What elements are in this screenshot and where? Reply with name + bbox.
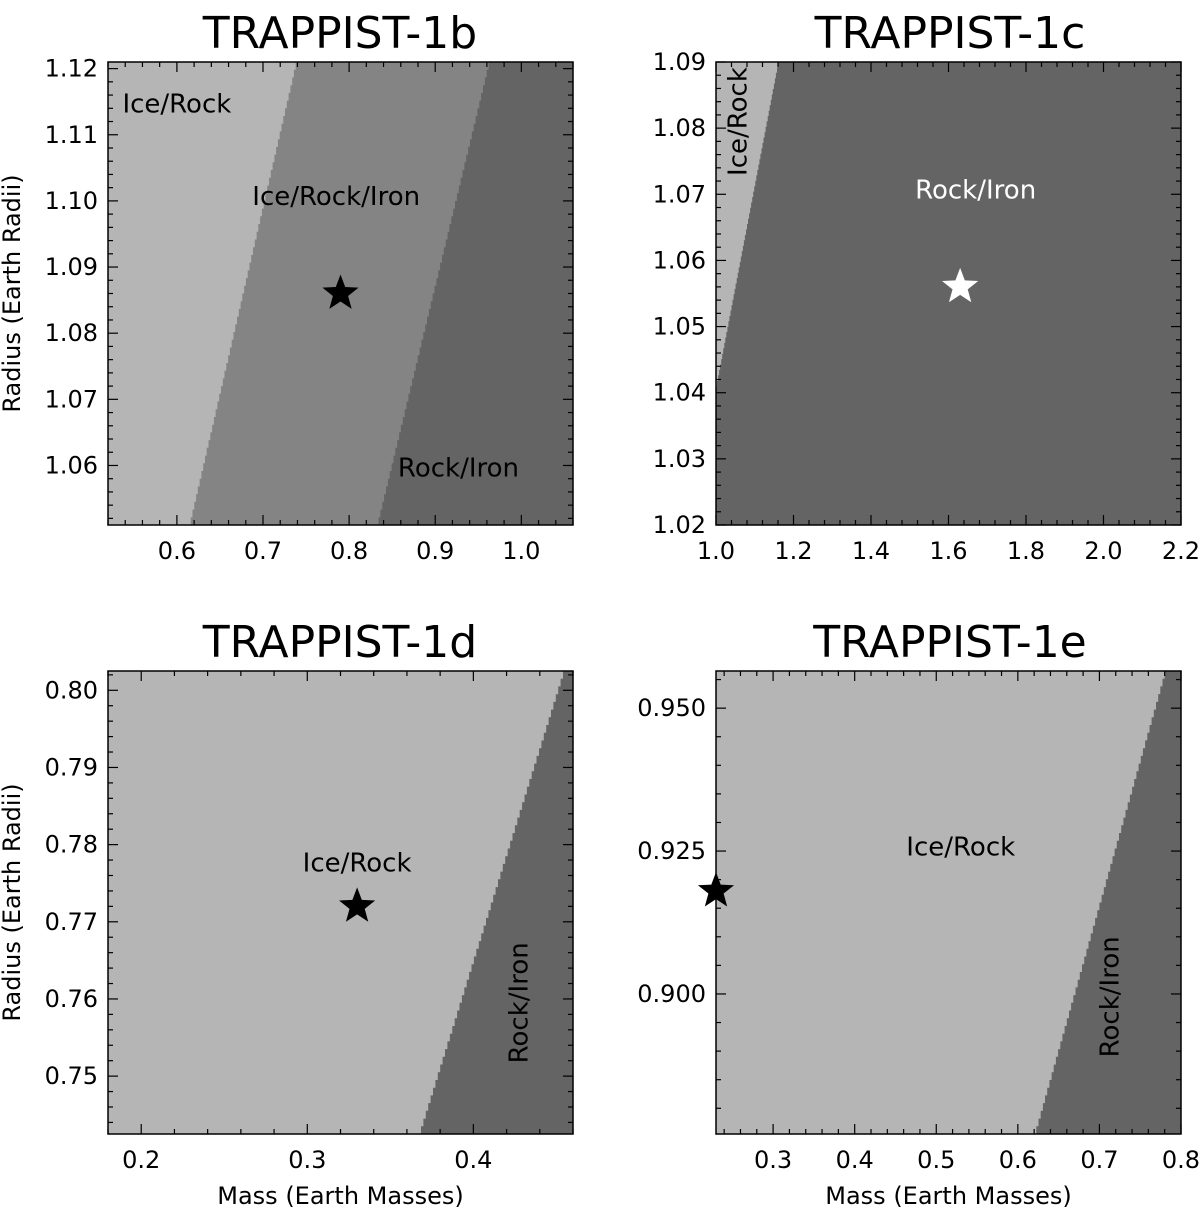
plot-area (716, 671, 1181, 1134)
y-tick-label: 0.77 (45, 908, 98, 936)
y-tick-label: 0.900 (637, 980, 706, 1008)
y-tick-label: 1.11 (45, 121, 98, 149)
chart-title: TRAPPIST-1d (202, 617, 477, 668)
plot-area (108, 62, 573, 525)
y-tick-label: 1.12 (45, 55, 98, 83)
x-tick-label: 1.0 (697, 537, 735, 565)
x-axis-label: Mass (Earth Masses) (825, 1182, 1071, 1210)
region-label-1: Ice/Rock (906, 833, 1015, 863)
y-tick-label: 1.02 (653, 511, 706, 539)
y-tick-label: 1.07 (45, 385, 98, 413)
chart-title: TRAPPIST-1c (814, 8, 1086, 59)
region-label-2: Rock/Iron (1095, 936, 1125, 1057)
x-tick-label: 0.8 (330, 537, 368, 565)
x-tick-label: 1.0 (502, 537, 540, 565)
region-label-1: Ice/Rock (122, 89, 231, 119)
region-rock-iron (716, 62, 1181, 525)
chart-title: TRAPPIST-1b (202, 8, 477, 59)
x-tick-label: 0.8 (1162, 1146, 1200, 1174)
y-tick-label: 1.04 (653, 379, 706, 407)
y-axis-label: Radius (Earth Radii) (0, 174, 26, 412)
y-tick-label: 1.06 (653, 246, 706, 274)
region-rock-iron (376, 62, 573, 525)
region-rock-iron (1034, 671, 1181, 1134)
data-point-star (339, 887, 376, 922)
data-point-star (942, 267, 979, 303)
x-tick-label: 0.3 (754, 1146, 792, 1174)
x-tick-label: 0.6 (999, 1146, 1037, 1174)
y-tick-label: 1.06 (45, 451, 98, 479)
x-tick-label: 0.9 (416, 537, 454, 565)
y-tick-label: 1.07 (653, 180, 706, 208)
region-label-1: Ice/Rock (724, 67, 754, 176)
region-label-3: Rock/Iron (398, 453, 519, 483)
data-point-star (322, 274, 359, 309)
region-rock-iron (418, 671, 573, 1134)
x-tick-label: 1.2 (774, 537, 812, 565)
x-tick-label: 0.3 (288, 1146, 326, 1174)
y-tick-label: 0.76 (45, 985, 98, 1013)
x-axis-label: Mass (Earth Masses) (217, 1182, 463, 1210)
x-tick-label: 1.4 (852, 537, 890, 565)
panel-3: Ice/Rock Rock/Iron 0.2 0.3 0.4 0.75 0.76 0.77 0.… (0, 617, 574, 1210)
y-tick-label: 0.80 (45, 676, 98, 704)
y-axis-label: Radius (Earth Radii) (0, 783, 26, 1021)
x-tick-label: 0.7 (1080, 1146, 1118, 1174)
region-label-2: Rock/Iron (504, 942, 534, 1063)
panel-4: Ice/Rock Rock/Iron 0.3 0.4 0.5 0.6 0.7 0.8 0.900… (637, 617, 1200, 1210)
region-label-2: Rock/Iron (915, 175, 1036, 205)
y-tick-label: 1.05 (653, 313, 706, 341)
x-tick-label: 1.8 (1007, 537, 1045, 565)
plot-area (108, 671, 573, 1134)
plot-frame (715, 670, 1182, 1135)
x-tick-label: 0.5 (917, 1146, 955, 1174)
x-tick-label: 2.0 (1084, 537, 1122, 565)
y-tick-label: 1.10 (45, 187, 98, 215)
x-tick-label: 0.4 (454, 1146, 492, 1174)
y-tick-label: 0.79 (45, 753, 98, 781)
x-tick-label: 0.6 (158, 537, 196, 565)
y-tick-label: 0.78 (45, 831, 98, 859)
y-tick-label: 1.08 (653, 114, 706, 142)
x-tick-label: 1.6 (929, 537, 967, 565)
y-tick-label: 1.03 (653, 445, 706, 473)
y-tick-label: 1.09 (45, 253, 98, 281)
x-tick-label: 0.4 (836, 1146, 874, 1174)
y-tick-label: 1.09 (653, 48, 706, 76)
y-tick-label: 1.08 (45, 319, 98, 347)
region-label-2: Ice/Rock/Iron (252, 182, 420, 212)
x-tick-label: 2.2 (1162, 537, 1200, 565)
y-tick-label: 0.75 (45, 1062, 98, 1090)
x-tick-label: 0.7 (244, 537, 282, 565)
x-tick-label: 0.2 (122, 1146, 160, 1174)
chart-title: TRAPPIST-1e (812, 617, 1087, 668)
plot-area (716, 62, 1181, 525)
panel-2: Ice/Rock Rock/Iron 1.0 1.2 1.4 1.6 1.8 2.0 2.2 1.… (653, 8, 1200, 565)
y-tick-label: 0.925 (637, 837, 706, 865)
region-label-1: Ice/Rock (303, 848, 412, 878)
panel-1: Ice/Rock Ice/Rock/Iron Rock/Iron 0.6 0.7 0.8 0… (0, 8, 574, 565)
y-tick-label: 0.950 (637, 694, 706, 722)
